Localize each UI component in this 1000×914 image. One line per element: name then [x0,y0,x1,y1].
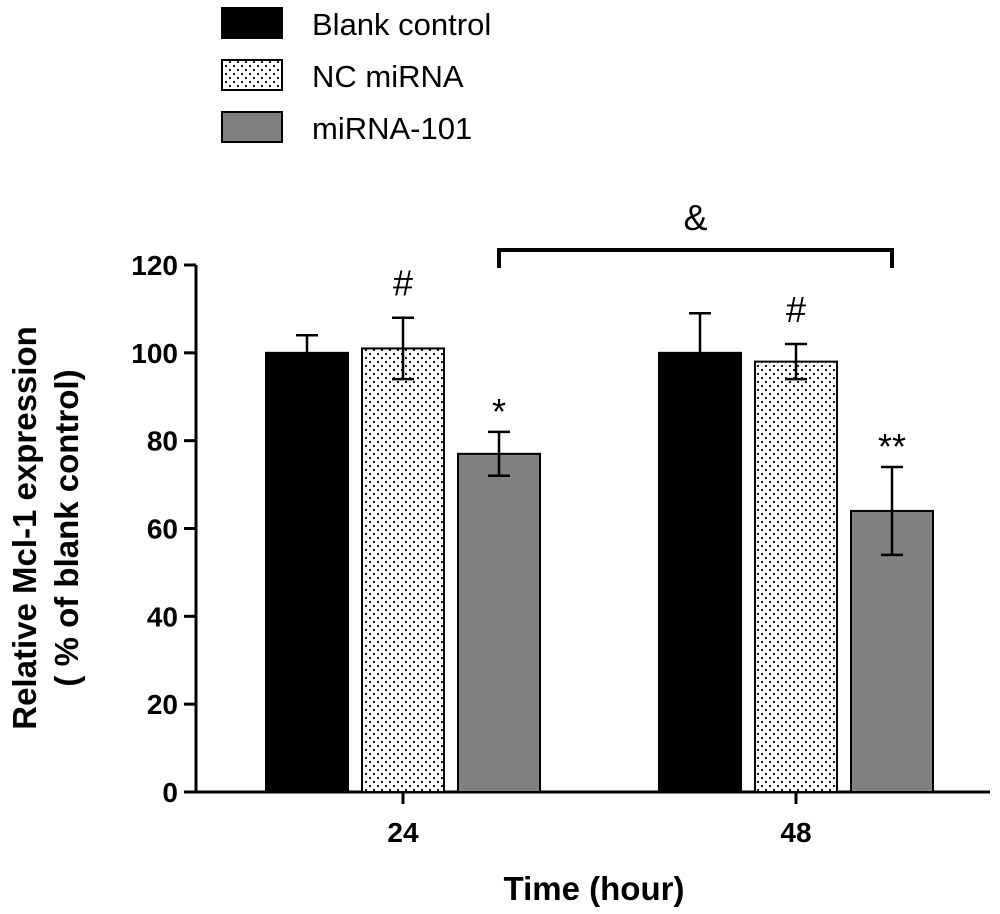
y-axis-title: Relative Mcl-1 expression ( % of blank c… [6,326,85,730]
y-tick-label: 80 [147,426,178,457]
error-bars [296,312,903,557]
significance-mark: # [786,289,806,330]
bar [754,360,838,793]
y-tick-label: 60 [147,514,178,545]
bracket-label: & [683,197,707,238]
y-tick-label: 20 [147,689,178,720]
significance-mark: * [492,391,506,432]
legend: Blank control NC miRNA miRNA-101 [221,7,491,146]
y-tick-label: 120 [131,250,178,281]
y-axis-title-line1: Relative Mcl-1 expression [6,326,43,730]
x-tick-label: 24 [387,817,419,848]
significance-mark: # [393,263,413,304]
legend-label: NC miRNA [312,59,464,94]
significance-bracket: & [497,197,894,268]
y-tick-label: 100 [131,338,178,369]
y-tick-label: 40 [147,601,178,632]
legend-label: miRNA-101 [312,111,472,146]
bar [361,347,445,793]
x-tick-label: 48 [780,817,811,848]
legend-swatch [221,111,283,143]
bar [265,351,349,793]
legend-swatch [221,59,283,91]
annotations: # * # ** [393,263,906,467]
significance-mark: ** [878,426,906,467]
bars [265,347,934,793]
bar [658,351,742,793]
x-axis-title: Time (hour) [504,870,685,907]
legend-label: Blank control [312,7,491,42]
y-axis-title-line2: ( % of blank control) [48,369,85,686]
y-tick-label: 0 [162,777,178,808]
bar [850,509,934,793]
bracket-line [497,248,894,268]
bar [457,452,541,793]
legend-swatch [221,7,283,39]
